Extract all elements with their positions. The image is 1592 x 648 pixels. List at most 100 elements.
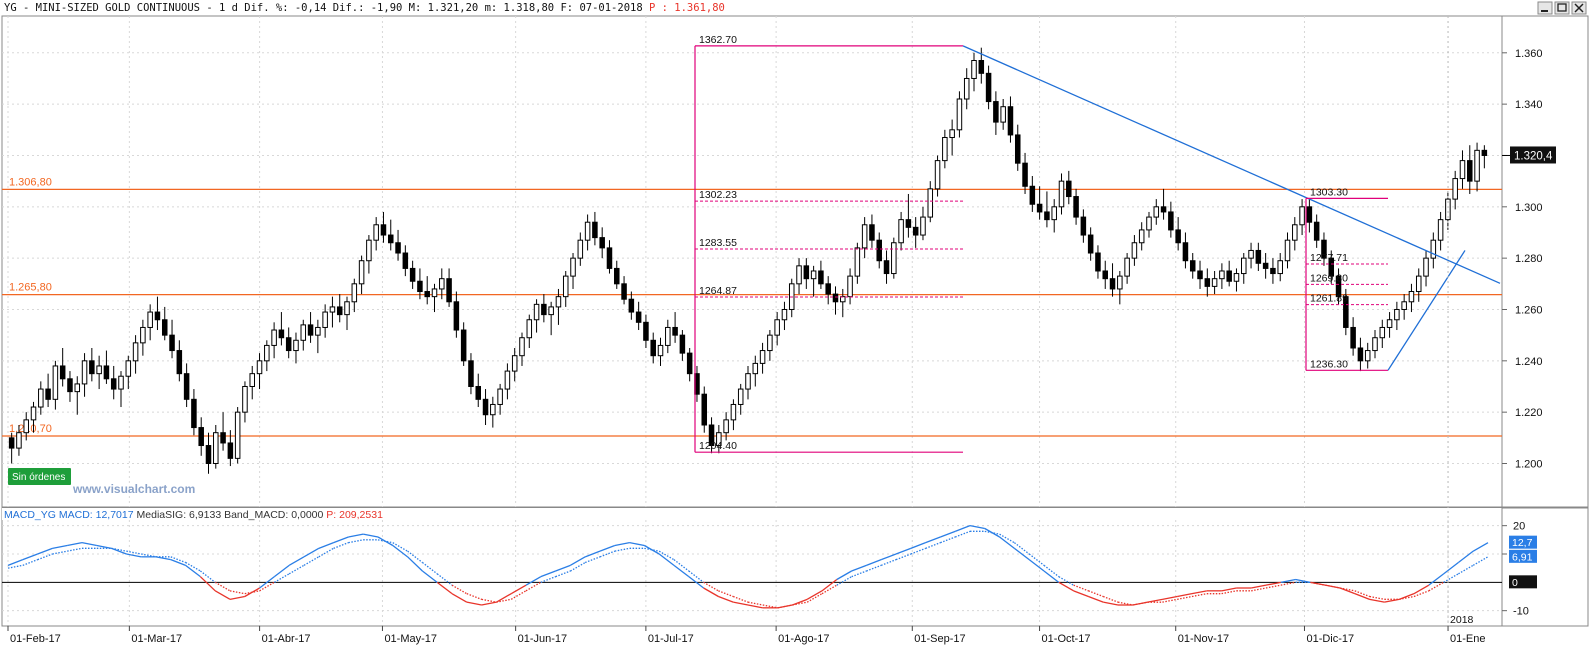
candle[interactable] [300, 319, 307, 351]
candle[interactable] [242, 381, 248, 423]
candle[interactable] [344, 296, 350, 331]
maximize-button[interactable] [1554, 1, 1570, 15]
candle[interactable] [1007, 96, 1014, 143]
candle[interactable] [1467, 145, 1473, 194]
candle[interactable] [1182, 232, 1189, 269]
candle[interactable] [125, 355, 132, 390]
signal-line[interactable] [7, 530, 1489, 609]
candle[interactable] [1364, 342, 1371, 369]
candle[interactable] [577, 232, 584, 266]
candle[interactable] [606, 240, 613, 274]
candle[interactable] [767, 330, 773, 361]
candle[interactable] [1109, 263, 1116, 297]
candle[interactable] [351, 278, 358, 313]
candle[interactable] [1350, 317, 1356, 356]
candle[interactable] [453, 291, 460, 338]
candle[interactable] [1080, 209, 1087, 243]
candle[interactable] [1270, 258, 1276, 284]
candle[interactable] [1066, 170, 1072, 205]
candle[interactable] [956, 91, 963, 138]
candle[interactable] [89, 347, 95, 382]
candle[interactable] [905, 193, 912, 238]
trendline-support[interactable] [1387, 250, 1466, 371]
price-axis[interactable]: 1.2001.2201.2401.2601.2801.3001.3201.340… [1502, 48, 1556, 471]
candle[interactable] [1299, 199, 1305, 236]
candle[interactable] [1408, 283, 1415, 313]
candle[interactable] [1204, 268, 1211, 297]
candle[interactable] [1138, 222, 1145, 251]
candle[interactable] [16, 424, 22, 456]
candle[interactable] [1430, 232, 1437, 269]
minimize-button[interactable] [1537, 1, 1553, 15]
orders-badge[interactable]: Sin órdenes [8, 468, 71, 485]
candle[interactable] [1481, 145, 1488, 169]
candle[interactable] [584, 214, 591, 251]
candle[interactable] [468, 353, 474, 395]
candle[interactable] [737, 383, 744, 415]
candle[interactable] [475, 373, 482, 408]
candle[interactable] [599, 227, 605, 259]
candle[interactable] [891, 237, 897, 279]
candle[interactable] [118, 371, 124, 408]
candle[interactable] [1087, 227, 1094, 261]
candle[interactable] [59, 347, 66, 387]
candle[interactable] [511, 347, 518, 382]
candle[interactable] [1000, 99, 1006, 130]
candle[interactable] [672, 312, 678, 343]
candle[interactable] [497, 383, 503, 415]
candle[interactable] [293, 332, 299, 364]
candle[interactable] [1415, 268, 1422, 302]
candle[interactable] [1036, 186, 1043, 220]
candle[interactable] [526, 314, 533, 348]
candle[interactable] [541, 294, 547, 323]
trendline-resistance[interactable] [962, 45, 1501, 284]
candle[interactable] [1102, 260, 1109, 289]
candle[interactable] [1058, 173, 1065, 215]
candle[interactable] [934, 155, 941, 197]
candle[interactable] [1255, 242, 1262, 271]
candle[interactable] [949, 119, 955, 156]
candle[interactable] [1277, 253, 1283, 282]
candle[interactable] [803, 258, 810, 289]
candle[interactable] [249, 365, 255, 400]
candle[interactable] [264, 340, 270, 372]
candle[interactable] [23, 412, 29, 441]
candle[interactable] [1401, 294, 1407, 320]
candle[interactable] [971, 52, 977, 92]
candle[interactable] [227, 430, 234, 467]
candle[interactable] [315, 319, 321, 354]
candle[interactable] [519, 332, 525, 366]
candle[interactable] [417, 268, 423, 300]
candle[interactable] [81, 353, 88, 397]
candle[interactable] [161, 306, 168, 341]
candle[interactable] [1124, 253, 1130, 284]
candle[interactable] [592, 211, 598, 246]
candle[interactable] [336, 294, 343, 323]
candle[interactable] [548, 301, 554, 336]
candle[interactable] [373, 217, 379, 251]
candle[interactable] [446, 268, 452, 307]
candle[interactable] [285, 327, 292, 359]
candle[interactable] [439, 268, 445, 300]
candle[interactable] [1328, 250, 1335, 284]
candle[interactable] [1051, 199, 1057, 233]
candle[interactable] [570, 253, 576, 289]
candle[interactable] [45, 373, 51, 408]
candle[interactable] [1306, 199, 1313, 233]
candle[interactable] [985, 65, 992, 110]
candle[interactable] [1284, 232, 1291, 269]
candle[interactable] [147, 304, 153, 341]
candle[interactable] [1095, 245, 1101, 279]
candle[interactable] [927, 181, 934, 223]
candle[interactable] [1313, 214, 1320, 248]
candle[interactable] [1248, 242, 1254, 269]
candle[interactable] [409, 260, 416, 289]
candle[interactable] [1131, 235, 1138, 266]
candle[interactable] [883, 250, 890, 284]
candle[interactable] [628, 291, 635, 320]
candle[interactable] [1211, 270, 1218, 295]
candle[interactable] [38, 381, 44, 415]
candle[interactable] [1117, 270, 1123, 305]
candle[interactable] [555, 288, 562, 325]
candle[interactable] [1168, 201, 1174, 238]
